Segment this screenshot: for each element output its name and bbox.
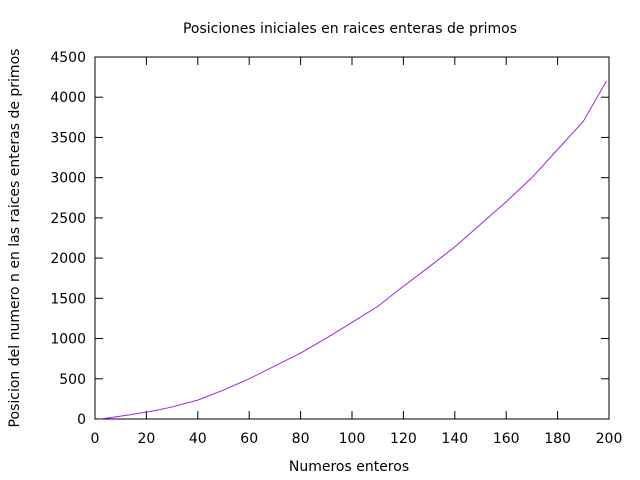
- chart-title: Posiciones iniciales en raices enteras d…: [183, 21, 517, 37]
- plot-frame: [94, 56, 610, 420]
- x-tick-label: 200: [596, 431, 623, 447]
- x-tick-label: 120: [390, 431, 417, 447]
- y-tick-label: 3500: [50, 130, 86, 146]
- y-tick-label: 4500: [50, 50, 86, 66]
- x-tick-label: 20: [137, 431, 155, 447]
- y-tick-label: 500: [59, 372, 86, 388]
- y-tick-label: 0: [77, 412, 86, 428]
- series-layer: [100, 80, 607, 420]
- x-axis-label: Numeros enteros: [289, 459, 409, 475]
- x-tick-label: 140: [441, 431, 468, 447]
- x-tick-label: 100: [339, 431, 366, 447]
- y-tick-label: 2000: [50, 251, 86, 267]
- y-axis-ticks: 0 500 1000 1500 2000 2500 3000 3500 4000 4500: [50, 50, 609, 428]
- x-tick-label: 180: [544, 431, 571, 447]
- y-tick-label: 2500: [50, 211, 86, 227]
- x-tick-label: 60: [240, 431, 258, 447]
- y-tick-label: 3000: [50, 171, 86, 187]
- x-tick-label: 40: [189, 431, 207, 447]
- x-tick-label: 0: [91, 431, 100, 447]
- x-tick-label: 80: [292, 431, 310, 447]
- x-tick-label: 160: [493, 431, 520, 447]
- y-axis-label: Posicion del numero n en las raices ente…: [7, 49, 23, 428]
- x-axis-ticks: 0 20 40 60 80 100 120 140 160 180 200: [91, 57, 623, 447]
- y-tick-label: 1500: [50, 291, 86, 307]
- y-tick-label: 1000: [50, 332, 86, 348]
- series-line: [100, 80, 607, 420]
- y-tick-label: 4000: [50, 90, 86, 106]
